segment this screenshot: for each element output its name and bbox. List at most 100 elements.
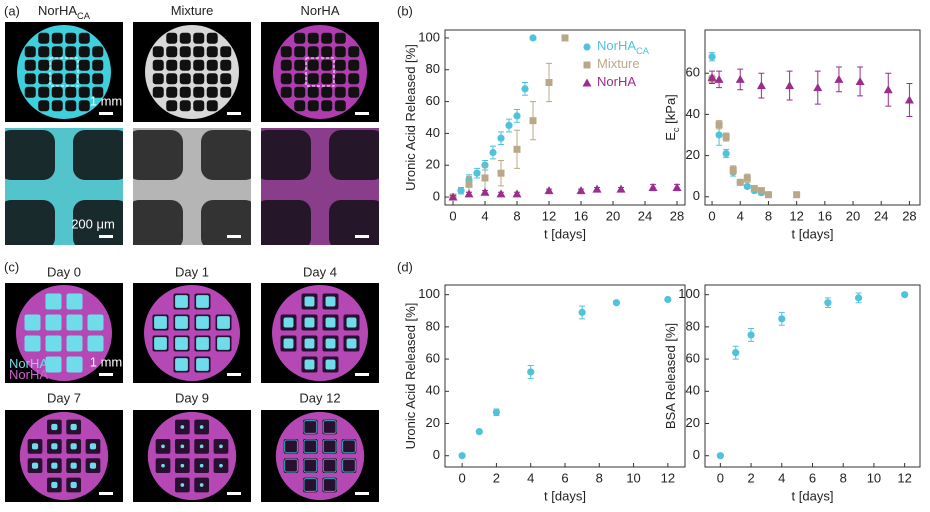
scale-label: 1 mm [90,93,123,108]
x-tick-label: 20 [606,208,620,223]
pore [307,73,319,85]
data-point [458,452,466,460]
subscript: CA [48,364,62,374]
gel [87,314,104,331]
text-part: Mixture [597,56,640,71]
pore [322,458,338,474]
pore [302,477,318,493]
micrograph: 200 μm [5,128,123,245]
gel-rim [303,478,318,492]
scale-bar [99,373,113,376]
micrograph [133,283,251,383]
pore [179,86,191,98]
scale-bar [99,112,113,115]
scaffold [19,411,109,501]
x-tick-label: 8 [840,470,847,485]
pore [294,73,306,85]
gel [175,337,188,350]
gel [325,338,336,349]
data-point [464,189,474,198]
gel [196,358,209,371]
data-point [707,72,717,81]
scale-bar [355,492,369,495]
x-tick-label: 16 [818,208,832,223]
data-point [648,183,658,191]
scaffold [144,285,240,381]
x-tick-label: 10 [867,470,881,485]
text-part: NorHA [300,3,339,18]
column-label: Mixture [171,3,214,18]
gel-rim [303,420,318,434]
data-point [512,189,522,198]
pore [193,46,205,58]
y-tick-label: 0 [693,188,700,203]
x-tick-label: 12 [897,470,911,485]
x-tick-label: 0 [449,208,456,223]
pore [51,46,63,58]
pore [321,86,333,98]
pore [65,59,77,71]
pore [166,100,178,112]
y-tick-label: 60 [686,65,700,80]
pore [152,46,164,58]
gel-rim [284,439,298,454]
scaffold [147,411,237,501]
pore [193,86,205,98]
data-point [732,349,740,357]
pore [220,46,232,58]
pore [166,59,178,71]
y-tick-label: 0 [433,447,440,462]
data-point [729,166,737,174]
gel-rim [342,439,356,454]
x-tick-label: 16 [574,208,588,223]
gel-rim [322,478,337,492]
x-tick-label: 8 [596,470,603,485]
legend-label: Mixture [597,56,640,71]
pore [51,100,63,112]
data-point [612,299,621,307]
pore [38,59,50,71]
gel [51,423,58,431]
data-point [855,76,865,85]
x-tick-label: 8 [513,208,520,223]
gel [87,335,104,352]
data-point [834,74,844,83]
x-tick-label: 6 [809,470,816,485]
gel [24,314,41,331]
data-point [513,145,521,153]
pore [280,86,292,98]
gel [66,293,83,310]
gel-rim [322,458,337,473]
legend-marker [583,61,591,69]
y-tick-label: 60 [426,351,440,366]
gel-rim [322,439,337,454]
legend-marker [583,43,591,51]
plot-frame [444,29,686,206]
x-tick-label: 24 [638,208,652,223]
gel [325,317,336,328]
pore [78,46,90,58]
panel-label: (d) [397,259,413,274]
micrograph [261,128,379,245]
y-tick-label: 60 [426,93,440,108]
pore [206,100,218,112]
gel [51,462,58,469]
panel-label: (b) [397,3,413,18]
data-point [497,169,505,177]
data-point [901,291,909,299]
pore [92,59,104,71]
pore [321,46,333,58]
gel [180,425,185,429]
pore [78,86,90,98]
micrograph [261,22,379,122]
x-tick-label: 24 [874,208,888,223]
y-axis-label: Uronic Acid Released [%] [403,303,418,450]
subscript: CA [636,46,650,56]
x-axis-label: t [days] [792,226,834,241]
gel [70,423,77,431]
pore [302,438,318,454]
pore [179,59,191,71]
panel-label: (c) [4,259,19,274]
